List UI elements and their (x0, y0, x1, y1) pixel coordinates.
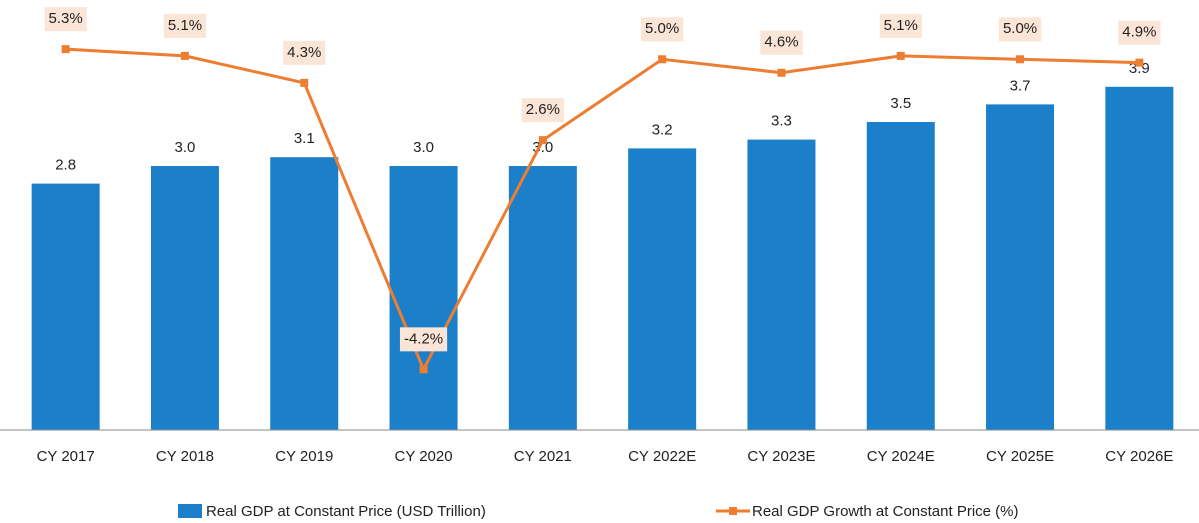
line-label: 4.3% (287, 44, 321, 61)
line-label: 5.0% (1003, 20, 1037, 37)
bar (628, 148, 697, 430)
line-label-bg (521, 98, 564, 123)
bar (150, 166, 219, 430)
bar (31, 183, 100, 430)
line-label: -4.2% (404, 330, 443, 347)
legend-swatch (178, 504, 202, 518)
bar (866, 122, 935, 430)
bar (747, 139, 816, 430)
line-marker (896, 51, 905, 60)
bar-label: 3.7 (1010, 77, 1031, 94)
line-marker (300, 78, 309, 87)
bar (508, 166, 577, 430)
bar (270, 157, 339, 430)
line-label: 5.1% (168, 17, 202, 34)
x-tick-label: CY 2024E (867, 448, 935, 465)
line-label: 4.9% (1122, 24, 1156, 41)
line-label-bg (641, 17, 684, 42)
line-label-bg (879, 13, 922, 38)
line-marker (61, 45, 70, 54)
line-label-bg (44, 7, 87, 32)
bar-label: 3.1 (294, 130, 315, 147)
x-tick-label: CY 2025E (986, 448, 1054, 465)
x-tick-label: CY 2026E (1105, 448, 1173, 465)
x-tick-label: CY 2022E (628, 448, 696, 465)
bar-label: 2.8 (55, 157, 76, 174)
line-marker (419, 365, 428, 374)
line-label-bg (1118, 20, 1161, 45)
line-label: 5.3% (49, 10, 83, 27)
line-label-bg (760, 30, 803, 55)
bar (986, 104, 1055, 431)
bar-label: 3.0 (175, 139, 196, 156)
x-tick-label: CY 2018 (156, 448, 214, 465)
x-tick-label: CY 2019 (275, 448, 333, 465)
bar-label: 3.3 (771, 113, 792, 130)
x-tick-label: CY 2021 (514, 448, 572, 465)
bar (389, 166, 458, 430)
line-marker (777, 68, 786, 77)
line-label-bg (998, 17, 1042, 42)
bar (1105, 86, 1174, 431)
legend-label: Real GDP Growth at Constant Price (%) (752, 503, 1018, 520)
bar-label: 3.0 (413, 139, 434, 156)
line-label-bg (163, 13, 207, 38)
bar-label: 3.5 (890, 95, 911, 112)
x-tick-label: CY 2017 (37, 448, 95, 465)
x-tick-label: CY 2023E (747, 448, 815, 465)
line-label: 2.6% (526, 101, 560, 118)
line-label-bg (283, 40, 326, 65)
line-marker (538, 136, 547, 145)
legend-label: Real GDP at Constant Price (USD Trillion… (206, 503, 486, 520)
line-label: 4.6% (764, 34, 798, 51)
line-label: 5.0% (645, 20, 679, 37)
line-marker (180, 51, 189, 60)
line-label: 5.1% (884, 17, 918, 34)
line-marker (658, 55, 667, 64)
x-tick-label: CY 2020 (394, 448, 452, 465)
bar-label: 3.9 (1129, 60, 1150, 77)
line-label-bg (399, 327, 448, 352)
line (65, 47, 1140, 373)
bar-label: 3.2 (652, 121, 673, 138)
line-marker (1016, 55, 1025, 64)
legend-marker (729, 507, 737, 515)
line-marker (1135, 58, 1144, 67)
